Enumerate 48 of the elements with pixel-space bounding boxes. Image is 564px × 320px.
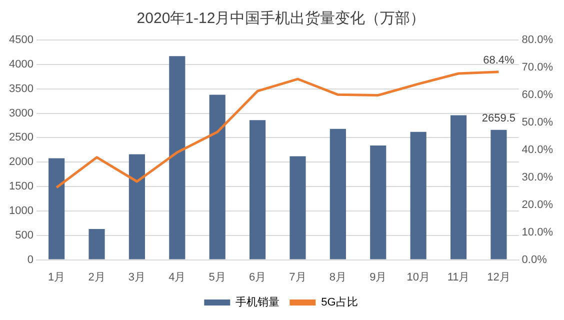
bar [330, 128, 346, 260]
y-tick-label: 3500 [8, 82, 34, 95]
y2-tick-label: 70.0% [522, 62, 554, 74]
y2-tick-label: 10.0% [522, 226, 554, 238]
x-tick-label: 2月 [88, 271, 106, 284]
bar [209, 94, 226, 260]
y2-tick-label: 0.0% [522, 254, 548, 266]
x-tick-label: 10月 [406, 271, 430, 284]
data-label: 2659.5 [482, 112, 516, 124]
bar [410, 132, 426, 260]
bar [48, 158, 65, 260]
legend-label: 手机销量 [236, 296, 280, 309]
y-tick-label: 1000 [8, 204, 34, 217]
y-tick-label: 2500 [8, 132, 34, 144]
y-tick-label: 500 [15, 229, 34, 242]
bar [450, 115, 467, 260]
bar [169, 56, 186, 260]
x-tick-label: 8月 [329, 271, 346, 284]
chart-title: 2020年1-12月中国手机出货量变化（万部） [136, 10, 426, 28]
bar [290, 156, 306, 260]
y2-tick-label: 20.0% [522, 198, 554, 211]
x-tick-label: 4月 [168, 271, 186, 284]
y2-tick-label: 50.0% [522, 116, 554, 128]
y-tick-label: 0 [27, 254, 34, 266]
x-tick-label: 1月 [48, 271, 66, 284]
y2-tick-label: 30.0% [522, 171, 554, 184]
x-tick-label: 12月 [487, 271, 510, 284]
y-tick-label: 4500 [8, 34, 34, 46]
bar [88, 229, 105, 260]
y-tick-label: 1500 [8, 180, 34, 193]
y-tick-label: 2000 [8, 156, 34, 168]
x-tick-label: 3月 [128, 271, 146, 284]
x-tick-label: 6月 [248, 271, 266, 284]
y2-tick-label: 40.0% [522, 144, 554, 156]
bar [250, 120, 266, 260]
x-tick-label: 11月 [447, 271, 470, 284]
y-tick-label: 4000 [8, 58, 34, 70]
bar [490, 130, 507, 260]
bar [370, 146, 386, 260]
y2-tick-label: 80.0% [522, 34, 554, 46]
x-tick-label: 9月 [370, 271, 387, 284]
x-tick-label: 5月 [208, 271, 226, 284]
legend-label: 5G占比 [321, 296, 358, 309]
bar [128, 154, 145, 260]
data-label: 68.4% [483, 54, 515, 66]
y2-tick-label: 60.0% [522, 88, 554, 101]
y-tick-label: 3000 [8, 107, 34, 120]
x-tick-label: 7月 [289, 271, 306, 284]
